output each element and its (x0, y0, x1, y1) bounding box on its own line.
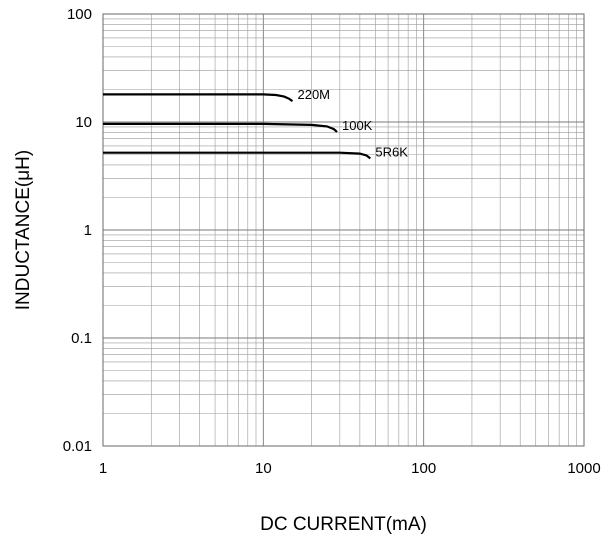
x-axis-title: DC CURRENT(mA) (260, 514, 427, 535)
y-tick-label: 10 (75, 114, 92, 131)
x-tick-label: 1000 (567, 460, 600, 477)
series-line-5r6k (103, 151, 371, 160)
y-tick-label: 0.1 (71, 330, 92, 347)
y-tick-label: 1 (84, 222, 92, 239)
series-line-100k (103, 122, 338, 133)
grid (102, 14, 584, 447)
y-tick-label: 0.01 (63, 438, 92, 455)
series-line-220m (103, 93, 294, 103)
x-tick-label: 1 (99, 460, 107, 477)
y-axis-title: INDUCTANCE(μH) (13, 150, 34, 310)
series-label-220m: 220M (297, 87, 330, 102)
x-tick-labels: 1 10 100 1000 (99, 460, 601, 477)
series-label-5r6k: 5R6K (375, 144, 408, 159)
y-tick-labels: 100 10 1 0.1 0.01 (63, 6, 92, 455)
plot-frame (102, 13, 585, 447)
series-label-100k: 100K (342, 118, 373, 133)
y-tick-label: 100 (67, 6, 92, 23)
x-tick-label: 10 (255, 460, 272, 477)
series-curves (103, 93, 371, 160)
x-tick-label: 100 (411, 460, 436, 477)
